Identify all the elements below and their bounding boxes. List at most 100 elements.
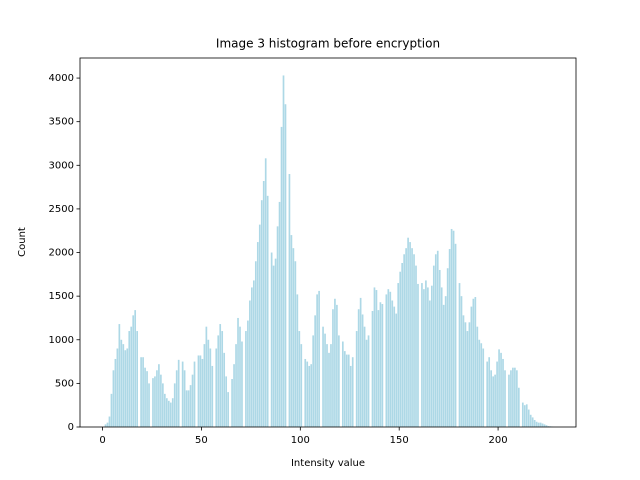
bar: [359, 297, 362, 427]
bar: [525, 404, 528, 427]
bar: [209, 348, 212, 427]
bar: [397, 283, 400, 427]
bar: [460, 296, 463, 427]
bar: [464, 322, 467, 427]
bar: [116, 348, 119, 427]
bar: [128, 331, 131, 427]
y-tick-label: 500: [55, 378, 74, 389]
bar: [367, 335, 370, 427]
bar: [514, 367, 516, 427]
bar: [294, 261, 297, 427]
bar: [448, 249, 451, 427]
bar: [332, 309, 334, 427]
x-tick-label: 100: [291, 435, 310, 446]
bar: [292, 248, 295, 427]
x-tick-label: 200: [489, 435, 508, 446]
bar: [278, 201, 281, 427]
bar: [154, 376, 156, 427]
bar: [258, 224, 261, 427]
x-axis-label: Intensity value: [291, 458, 365, 469]
y-axis-label: Count: [17, 227, 28, 257]
bar: [405, 248, 407, 427]
bar: [219, 324, 222, 427]
bar: [349, 365, 352, 427]
bar: [385, 294, 388, 427]
bar: [462, 315, 465, 427]
bar: [496, 361, 498, 427]
bar: [365, 339, 368, 427]
bar: [316, 294, 318, 427]
bar: [324, 333, 326, 427]
y-tick-label: 1500: [49, 291, 74, 302]
bar: [254, 261, 257, 427]
bar: [122, 344, 125, 427]
bar: [446, 268, 449, 427]
bar: [533, 420, 536, 427]
bar: [167, 400, 170, 427]
bar: [266, 195, 269, 427]
bar: [249, 300, 251, 427]
plot-frame: [79, 57, 577, 428]
bar: [118, 324, 121, 427]
bar: [454, 243, 457, 427]
bar: [148, 383, 150, 427]
bar: [393, 306, 396, 427]
bar: [377, 310, 380, 427]
bar: [326, 344, 328, 427]
bar: [239, 326, 241, 427]
bar: [529, 414, 532, 427]
bar: [221, 331, 224, 427]
bar: [306, 361, 309, 427]
bar: [146, 371, 148, 427]
bar: [132, 315, 135, 427]
bar: [164, 393, 166, 427]
bar: [256, 242, 259, 427]
bar: [500, 352, 502, 427]
bar: [310, 364, 313, 427]
bar: [531, 417, 534, 427]
bar: [502, 358, 504, 427]
bar: [126, 348, 129, 427]
y-tick-label: 2500: [49, 204, 74, 215]
bar: [152, 378, 154, 427]
bar: [547, 426, 550, 427]
bar: [338, 335, 340, 427]
bar: [432, 265, 435, 427]
chart-title: Image 3 histogram before encryption: [216, 37, 440, 51]
bar: [235, 344, 237, 427]
bar: [336, 304, 338, 427]
bar: [173, 383, 176, 427]
bar: [136, 331, 138, 427]
bar: [142, 357, 144, 427]
bar: [245, 331, 247, 427]
bar: [185, 390, 188, 427]
bar: [375, 290, 378, 427]
bar: [387, 289, 390, 427]
bar: [175, 370, 178, 427]
bar: [458, 283, 461, 427]
bar: [512, 367, 514, 427]
bar: [120, 339, 123, 427]
bar: [539, 422, 542, 427]
x-tick-label: 150: [390, 435, 409, 446]
bar: [312, 335, 315, 427]
bar: [264, 158, 267, 427]
bar: [207, 339, 210, 427]
bar: [134, 310, 137, 427]
bar: [260, 200, 263, 427]
bar: [308, 365, 311, 427]
bar: [345, 354, 348, 427]
bar: [409, 242, 411, 427]
bar: [429, 300, 431, 427]
bar: [504, 370, 506, 427]
bar: [430, 285, 433, 427]
bar: [314, 315, 316, 427]
bar: [468, 322, 471, 427]
y-tick-label: 2000: [49, 248, 74, 259]
bar: [341, 341, 344, 427]
bar: [373, 287, 376, 427]
bar: [434, 254, 437, 427]
y-tick-label: 0: [68, 422, 74, 433]
bar: [171, 398, 174, 427]
